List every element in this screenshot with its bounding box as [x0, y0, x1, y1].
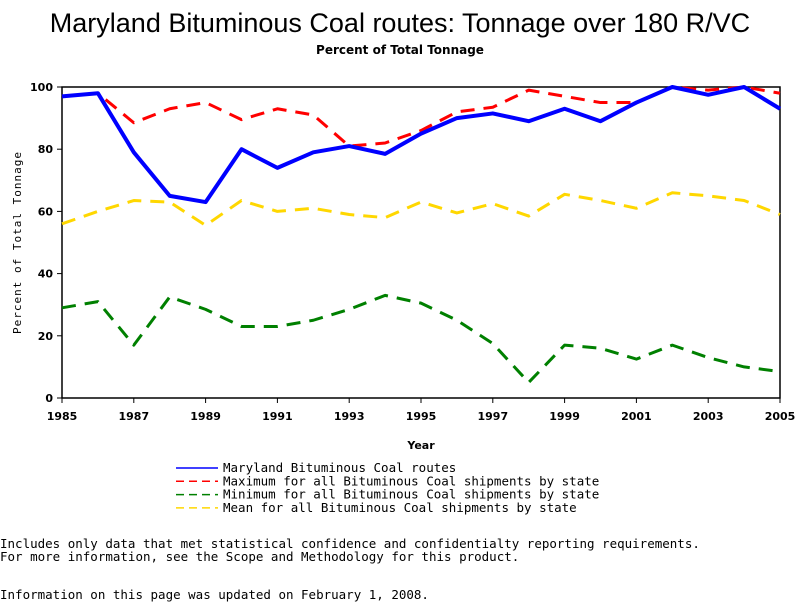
series-line-1: [61, 85, 781, 148]
series-line-3: [61, 191, 781, 227]
x-tick-label: 1999: [549, 410, 580, 423]
x-axis-label: Year: [406, 439, 435, 452]
x-tick-label: 1995: [406, 410, 437, 423]
series-line-0: [61, 85, 782, 205]
y-tick-label: 100: [30, 81, 53, 94]
x-tick-label: 1997: [477, 410, 508, 423]
x-tick-label: 2001: [621, 410, 652, 423]
legend-label-2: Minimum for all Bituminous Coal shipment…: [223, 487, 599, 502]
x-tick-label: 1985: [47, 410, 78, 423]
legend-label-1: Maximum for all Bituminous Coal shipment…: [223, 473, 599, 488]
y-axis-label: Percent of Total Tonnage: [11, 151, 24, 334]
series-line-2: [61, 293, 781, 384]
chart-subtitle: Percent of Total Tonnage: [316, 43, 484, 57]
x-tick-label: 1991: [262, 410, 293, 423]
updated-note: Information on this page was updated on …: [0, 587, 429, 602]
y-tick-label: 60: [38, 205, 54, 218]
y-tick-label: 0: [45, 392, 53, 405]
footnote-2: For more information, see the Scope and …: [0, 549, 520, 564]
x-tick-label: 1987: [118, 410, 149, 423]
chart-title: Maryland Bituminous Coal routes: Tonnage…: [49, 8, 751, 38]
y-tick-label: 20: [38, 330, 54, 343]
x-tick-label: 2005: [765, 410, 796, 423]
x-tick-label: 1989: [190, 410, 221, 423]
x-tick-label: 1993: [334, 410, 365, 423]
x-tick-label: 2003: [693, 410, 724, 423]
legend-label-0: Maryland Bituminous Coal routes: [223, 460, 456, 475]
y-tick-label: 80: [38, 143, 54, 156]
footnote-1: Includes only data that met statistical …: [0, 536, 700, 551]
y-tick-label: 40: [38, 268, 54, 281]
legend-label-3: Mean for all Bituminous Coal shipments b…: [223, 500, 577, 515]
